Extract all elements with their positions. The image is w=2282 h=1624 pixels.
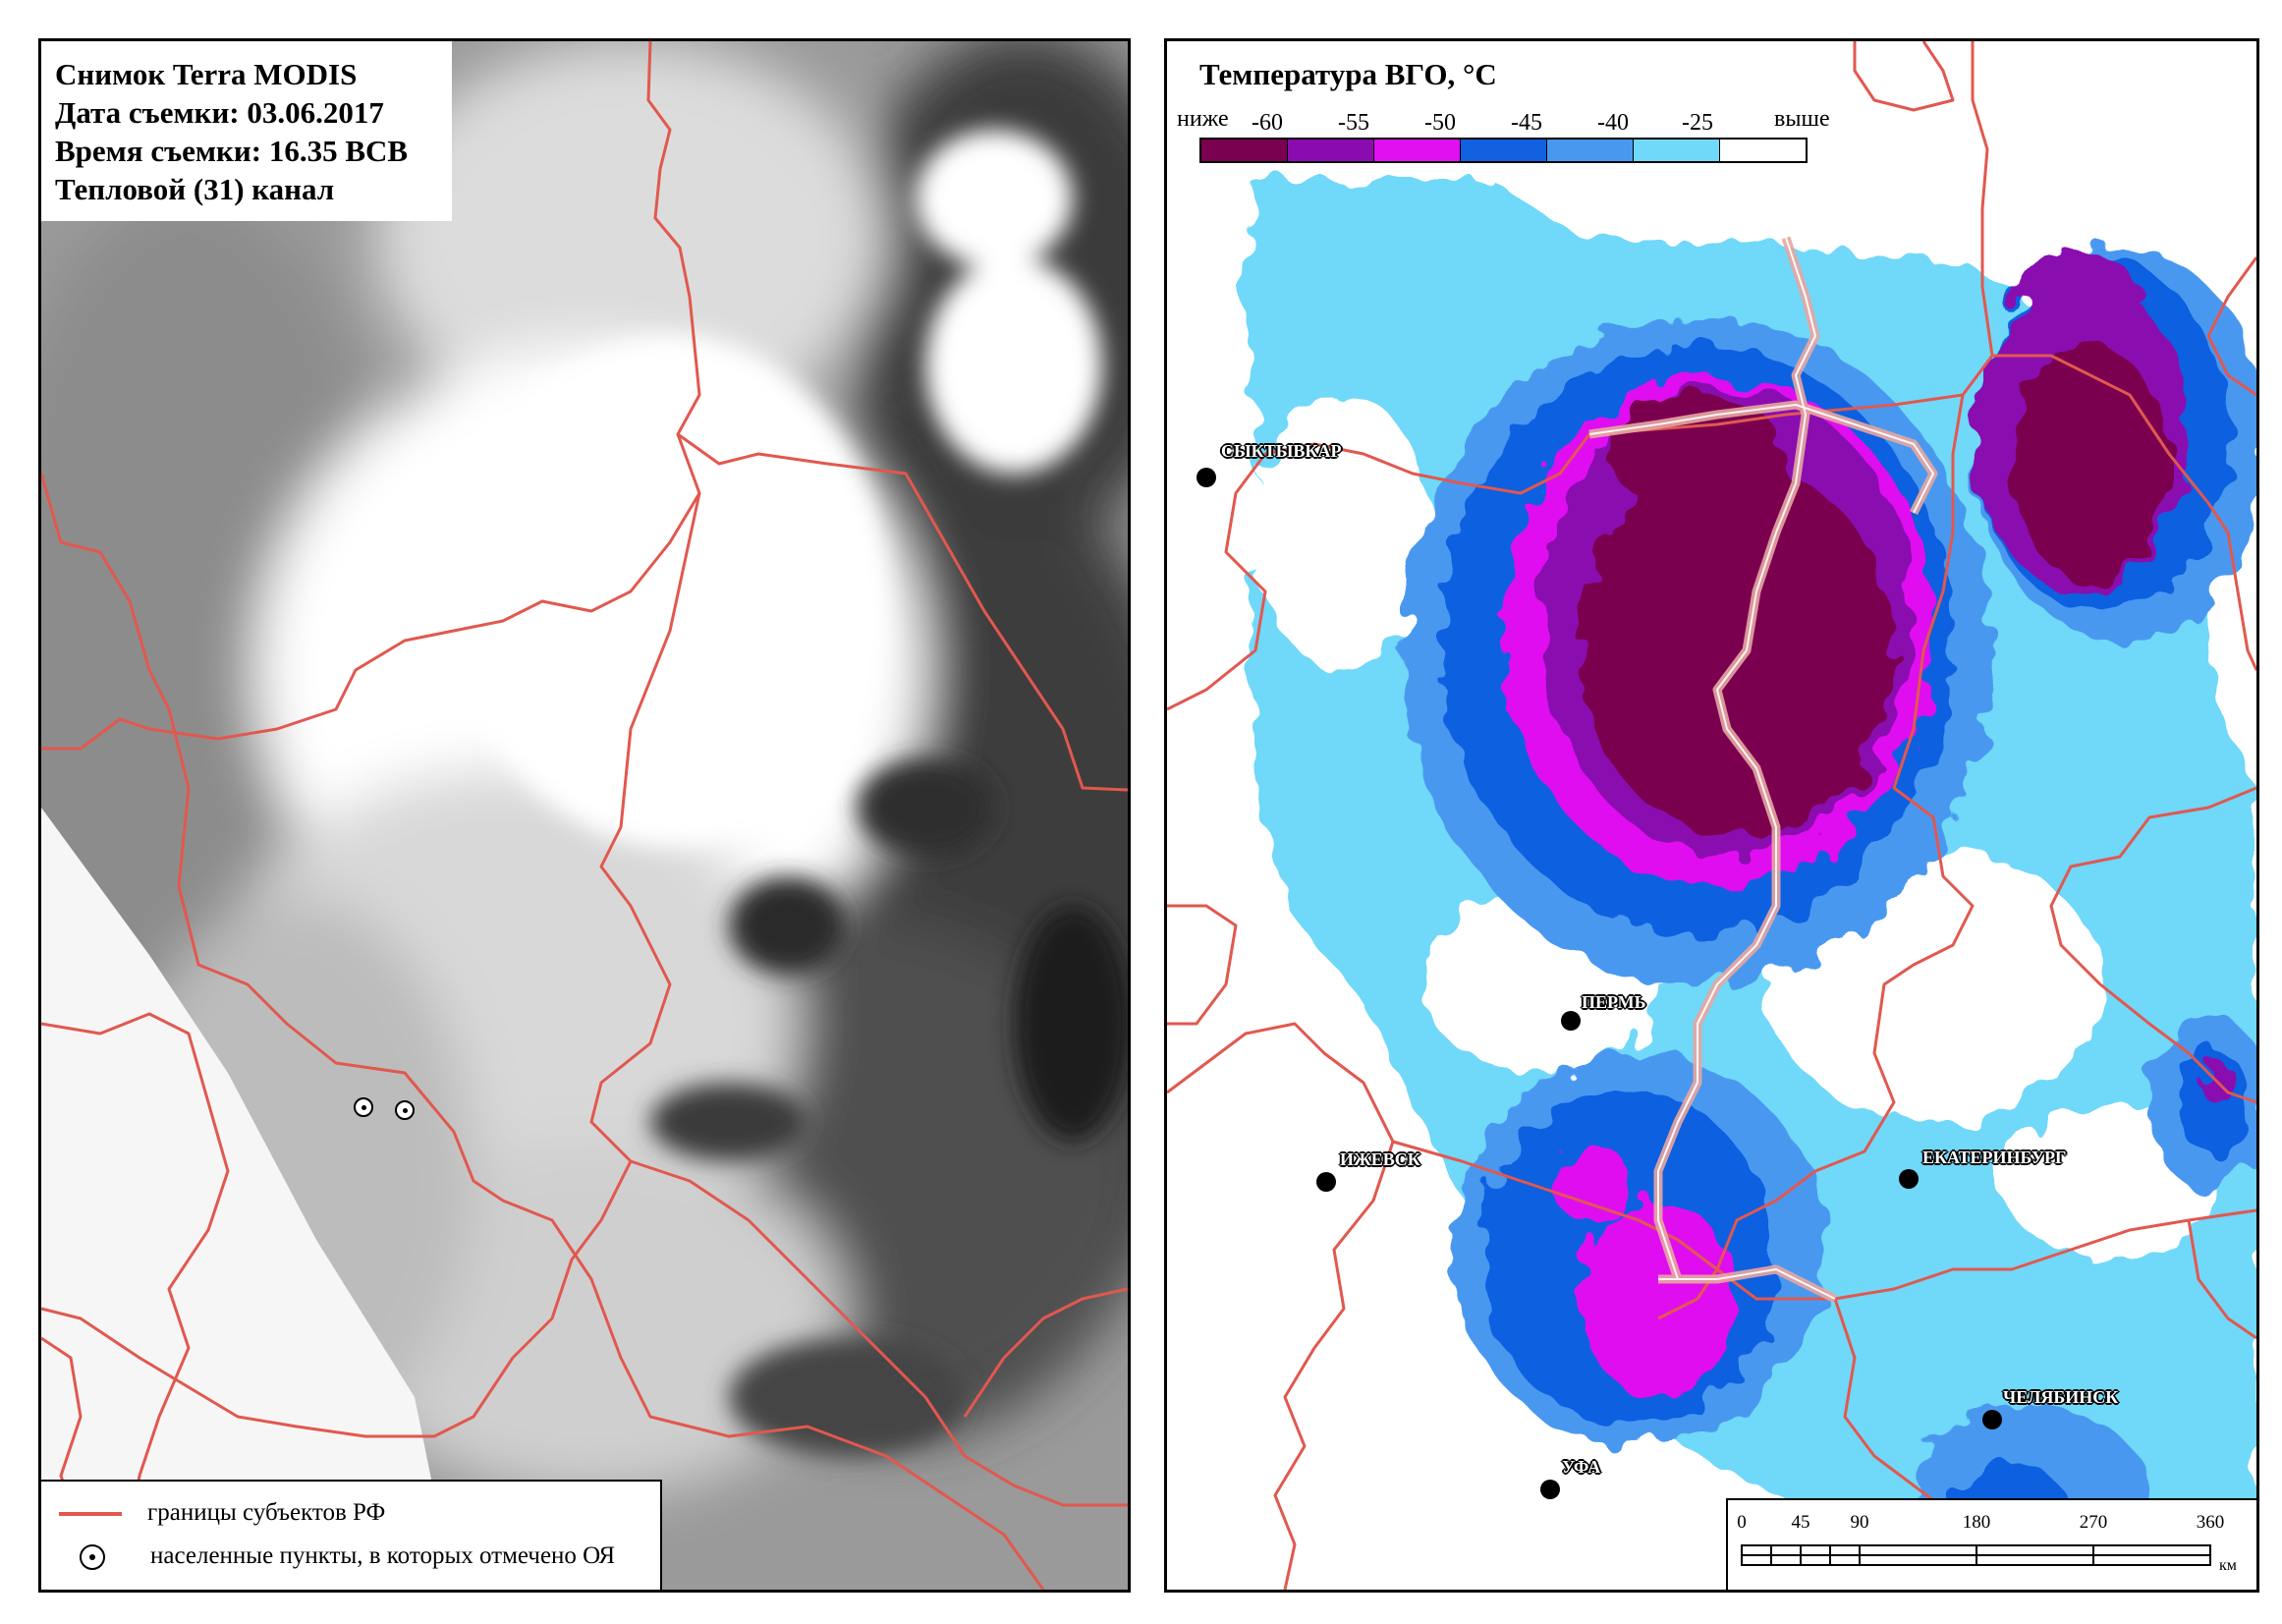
image-info-box: Снимок Terra MODIS Дата съемки: 03.06.20… [41,41,452,221]
temperature-color-scale [1199,138,1808,163]
km-unit: км [2219,1557,2237,1574]
city-label-syktyvkar: СЫКТЫВКАР [1221,441,1342,461]
city-label-yekaterinburg: ЕКАТЕРИНБУРГ [1922,1148,2067,1167]
km-tick: 270 [2079,1512,2108,1533]
scale-tick: -25 [1682,110,1713,136]
scale-swatch [1374,140,1461,161]
scale-swatch [1201,140,1288,161]
temperature-title: Температура ВГО, °С [1199,57,1497,91]
city-label-perm: ПЕРМЬ [1582,992,1646,1012]
km-tick: 90 [1850,1512,1869,1533]
settlement-marker [395,1100,415,1120]
thermal-image-panel: Снимок Terra MODIS Дата съемки: 03.06.20… [38,38,1131,1593]
legend-settlements: населенные пункты, в которых отмечено ОЯ [59,1542,616,1571]
cloud-top-temperature-panel: Температура ВГО, °С ниже -60 -55 -50 -45… [1164,38,2259,1593]
info-time: Время съемки: 16.35 ВСВ [55,134,409,168]
legend-borders-label: границы субъектов РФ [147,1499,386,1526]
scale-tick: -55 [1338,110,1369,136]
city-label-ufa: УФА [1562,1457,1601,1477]
info-date: Дата съемки: 03.06.2017 [55,95,384,130]
settlement-marker [354,1097,373,1117]
border-line-icon [59,1512,122,1517]
km-tick: 180 [1962,1512,1991,1533]
city-marker [1982,1410,2002,1429]
scale-above-label: выше [1774,106,1830,132]
settlement-icon [80,1544,105,1571]
distance-scale-bar [1741,1544,2211,1566]
scale-tick: -45 [1511,110,1542,136]
scale-swatch [1634,140,1720,161]
scale-tick: -50 [1424,110,1456,136]
legend-borders: границы субъектов РФ [59,1499,385,1527]
scale-swatch [1288,140,1374,161]
scale-below-label: ниже [1177,106,1229,132]
legend-settlements-label: населенные пункты, в которых отмечено ОЯ [150,1542,616,1569]
info-satellite: Снимок Terra MODIS [55,57,358,91]
city-label-izhevsk: ИЖЕВСК [1340,1149,1420,1169]
cloud-top-temperature-map [1167,41,2256,1590]
scale-swatch [1547,140,1634,161]
city-marker [1316,1172,1336,1192]
city-marker [1540,1480,1560,1499]
km-tick: 0 [1737,1512,1747,1533]
scale-tick: -60 [1252,110,1283,136]
scale-swatch [1720,140,1806,161]
km-tick: 45 [1791,1512,1810,1533]
scale-tick: -40 [1597,110,1629,136]
scale-swatch [1461,140,1547,161]
thermal-image [41,41,1128,1590]
city-marker [1197,468,1216,487]
city-marker [1899,1169,1919,1189]
distance-scale: 0 45 90 180 270 360 км [1726,1498,2256,1590]
city-marker [1561,1011,1581,1031]
info-channel: Тепловой (31) канал [55,172,335,206]
map-legend: границы субъектов РФ населенные пункты, … [41,1480,662,1590]
city-label-chelyabinsk: ЧЕЛЯБИНСК [2003,1387,2119,1407]
km-tick: 360 [2196,1512,2225,1533]
